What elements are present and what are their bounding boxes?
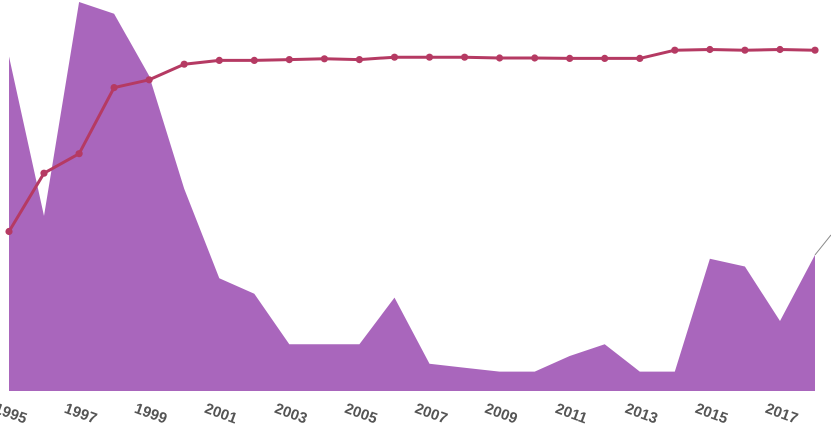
line-point-2011 (566, 54, 574, 63)
line-series-1 (7, 48, 817, 233)
line-point-1996 (40, 169, 48, 177)
line-point-2002 (250, 56, 258, 64)
line-point-2001 (215, 56, 223, 64)
line-point-2014 (671, 46, 679, 54)
x-tick-label-2005: 2005 (342, 400, 379, 427)
line-point-1999 (145, 76, 153, 84)
line-point-2017 (776, 45, 784, 54)
area-series-edge (814, 234, 831, 256)
line-point-1997 (75, 150, 83, 158)
x-tick-label-1995: 1995 (0, 400, 29, 427)
x-tick-label-2015: 2015 (693, 400, 730, 427)
x-tick-label-2017: 2017 (763, 400, 800, 427)
line-point-2009 (496, 54, 504, 62)
area-series-0 (9, 2, 815, 391)
x-tick-label-1999: 1999 (132, 400, 169, 427)
area-series-layer (9, 2, 831, 391)
x-tick-label-1997: 1997 (62, 400, 99, 427)
x-tick-label-2003: 2003 (272, 400, 309, 427)
x-axis: 1995 1997 1999 2001 2003 2005 2007 2009 2011 2013… (0, 400, 800, 427)
line-point-2006 (390, 53, 399, 61)
line-point-2008 (461, 53, 469, 61)
line-point-2003 (285, 56, 293, 64)
x-tick-label-2007: 2007 (412, 400, 449, 427)
line-point-2018 (811, 46, 819, 54)
line-point-2007 (425, 53, 434, 61)
x-tick-label-2001: 2001 (202, 400, 239, 427)
line-point-2015 (706, 45, 714, 54)
line-point-2004 (320, 55, 328, 63)
line-point-2012 (601, 54, 609, 63)
x-tick-label-2011: 2011 (553, 400, 589, 427)
x-tick-label-2009: 2009 (483, 400, 520, 427)
line-point-2016 (741, 46, 749, 54)
line-point-1995 (5, 227, 13, 236)
line-point-2013 (636, 54, 644, 63)
line-point-2010 (531, 54, 539, 62)
x-tick-label-2013: 2013 (623, 400, 660, 427)
line-point-2000 (180, 60, 188, 68)
line-series-layer (5, 45, 819, 236)
line-point-1998 (110, 84, 118, 92)
line-point-2005 (355, 56, 363, 64)
